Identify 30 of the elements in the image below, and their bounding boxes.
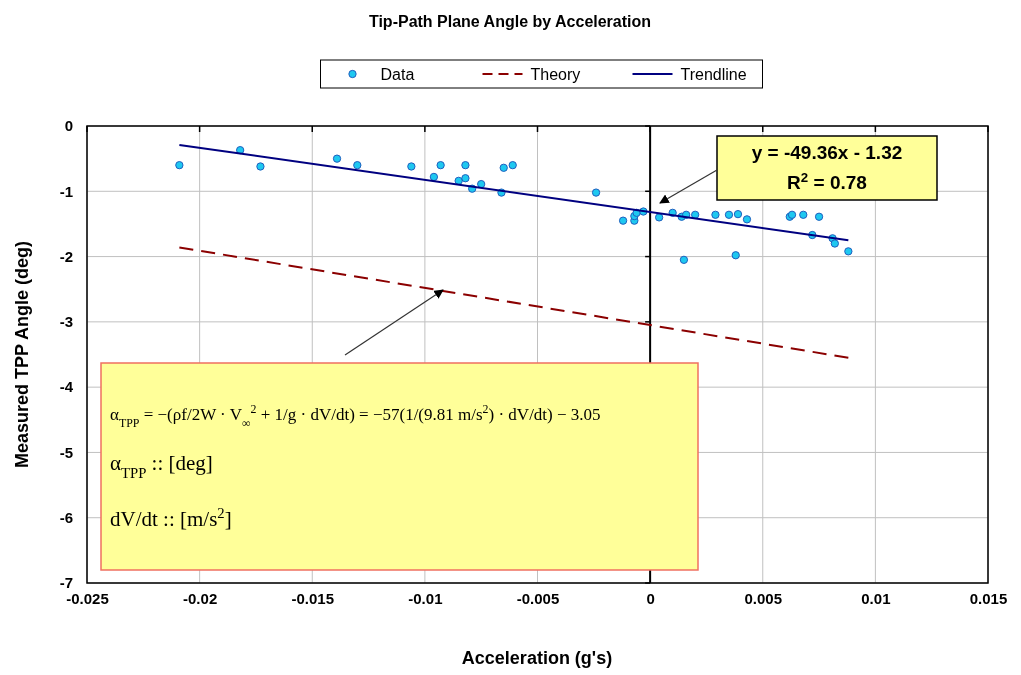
x-tick-label: 0.01 <box>861 589 891 607</box>
y-tick-label: -6 <box>59 509 73 527</box>
y-tick-label: -2 <box>59 247 73 265</box>
annotation: α$_{TPP}$ :: [deg] <box>110 451 213 481</box>
x-tick-label: 0.005 <box>744 589 783 607</box>
x-tick-label: 0.015 <box>969 589 1008 607</box>
chart-title: Tip-Path Plane Angle by Acceleration <box>368 13 652 30</box>
y-tick-label: 0 <box>64 117 73 135</box>
x-tick-label: -0.025 <box>66 589 109 607</box>
legend-label: Data <box>380 66 415 83</box>
annotation: dV/dt :: [m/s$^{2}$] <box>110 505 232 531</box>
callout-box: y = -49.36x - 1.32 R$^{2}$ = 0.78 <box>716 135 938 201</box>
annotation: R$^{2}$ = 0.78 <box>787 169 867 193</box>
x-tick-label: -0.01 <box>408 589 443 607</box>
y-tick-label: -3 <box>59 313 73 331</box>
x-tick-label: -0.015 <box>291 589 335 607</box>
y-axis-title: Measured TPP Angle (deg) <box>12 240 32 469</box>
callout-box: α$_{TPP}$ = −(ρf/2W · V$_{∞}$$^{2}$ + 1/g · dV/dt) = −57(1/(9.81 m/s$^{2}$) · dV/dt) − 3.05 α$_{TPP}$ :: [deg] dV/dt :: [m/s$^{2}$] <box>100 362 699 571</box>
x-tick-label: 0 <box>646 589 655 607</box>
annotation: y = -49.36x - 1.32 <box>751 142 903 163</box>
y-tick-label: -7 <box>59 574 73 592</box>
legend-label: Theory <box>530 66 581 83</box>
legend-label: Trendline <box>680 66 747 83</box>
annotation: α$_{TPP}$ = −(ρf/2W · V$_{∞}$$^{2}$ + 1/g · dV/dt) = −57(1/(9.81 m/s$^{2}$) · dV/dt) − 3.05 <box>110 402 601 430</box>
y-tick-label: -4 <box>59 378 74 396</box>
x-tick-label: -0.005 <box>516 589 560 607</box>
y-tick-label: -5 <box>59 443 73 461</box>
x-tick-label: -0.02 <box>183 589 218 607</box>
y-tick-label: -1 <box>59 182 73 200</box>
x-axis-title: Acceleration (g's) <box>461 648 613 668</box>
